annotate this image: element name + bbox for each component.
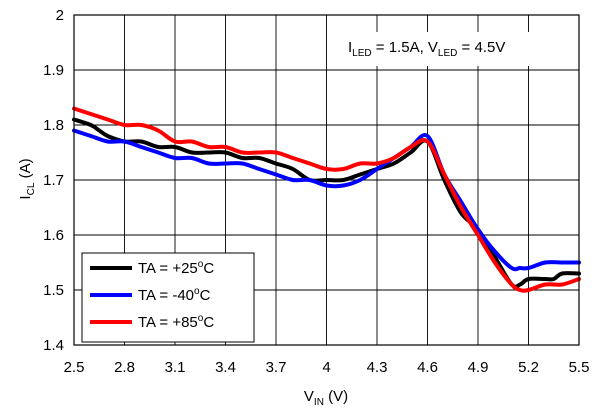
x-tick-label: 3.4: [215, 359, 236, 376]
annotation-text: ILED = 1.5A, VLED = 4.5V: [348, 39, 505, 59]
annotation-part: = 4.5V: [457, 39, 505, 56]
x-tick-label: 2.8: [114, 359, 135, 376]
series-group: [72, 106, 581, 293]
series-line-2: [72, 106, 581, 293]
x-tick-label: 3.1: [165, 359, 186, 376]
series-line-1: [72, 128, 581, 272]
x-tick-label: 3.7: [266, 359, 287, 376]
x-tick-label: 2.5: [64, 359, 85, 376]
y-tick-label: 1.5: [43, 282, 64, 299]
x-tick-label: 5.5: [569, 359, 590, 376]
annotation-part: I: [348, 39, 352, 56]
y-tick-label: 2: [56, 7, 64, 24]
x-axis-label: VIN (V): [304, 388, 348, 408]
x-tick-labels: 2.5 2.8 3.1 3.4 3.7 4 4.3 4.6 4.9 5.2 5.5: [64, 359, 590, 376]
x-tick-label: 4.9: [468, 359, 489, 376]
annotation-part: LED: [438, 48, 457, 59]
y-tick-label: 1.9: [43, 62, 64, 79]
y-tick-label: 1.7: [43, 172, 64, 189]
x-tick-label: 4: [322, 359, 330, 376]
legend-label: TA = +25oC: [138, 259, 214, 277]
annotation-part: LED: [352, 48, 371, 59]
y-tick-labels: 1.4 1.5 1.6 1.7 1.8 1.9 2: [43, 7, 64, 354]
y-axis-label: ICL (A): [17, 158, 37, 199]
plot-frame: [73, 14, 580, 346]
legend-label: TA = +85oC: [138, 313, 214, 331]
y-tick-label: 1.6: [43, 227, 64, 244]
y-tick-label: 1.8: [43, 117, 64, 134]
annotation-box: ILED = 1.5A, VLED = 4.5V: [337, 32, 546, 66]
x-tick-label: 4.3: [367, 359, 388, 376]
x-tick-label: 5.2: [518, 359, 539, 376]
annotation-part: = 1.5A, V: [372, 39, 438, 56]
y-tick-label: 1.4: [43, 337, 64, 354]
legend-label: TA = -40oC: [138, 286, 211, 304]
x-tick-label: 4.6: [417, 359, 438, 376]
legend: TA = +25oC TA = -40oC TA = +85oC: [81, 252, 255, 343]
annotation-background: [337, 32, 546, 66]
